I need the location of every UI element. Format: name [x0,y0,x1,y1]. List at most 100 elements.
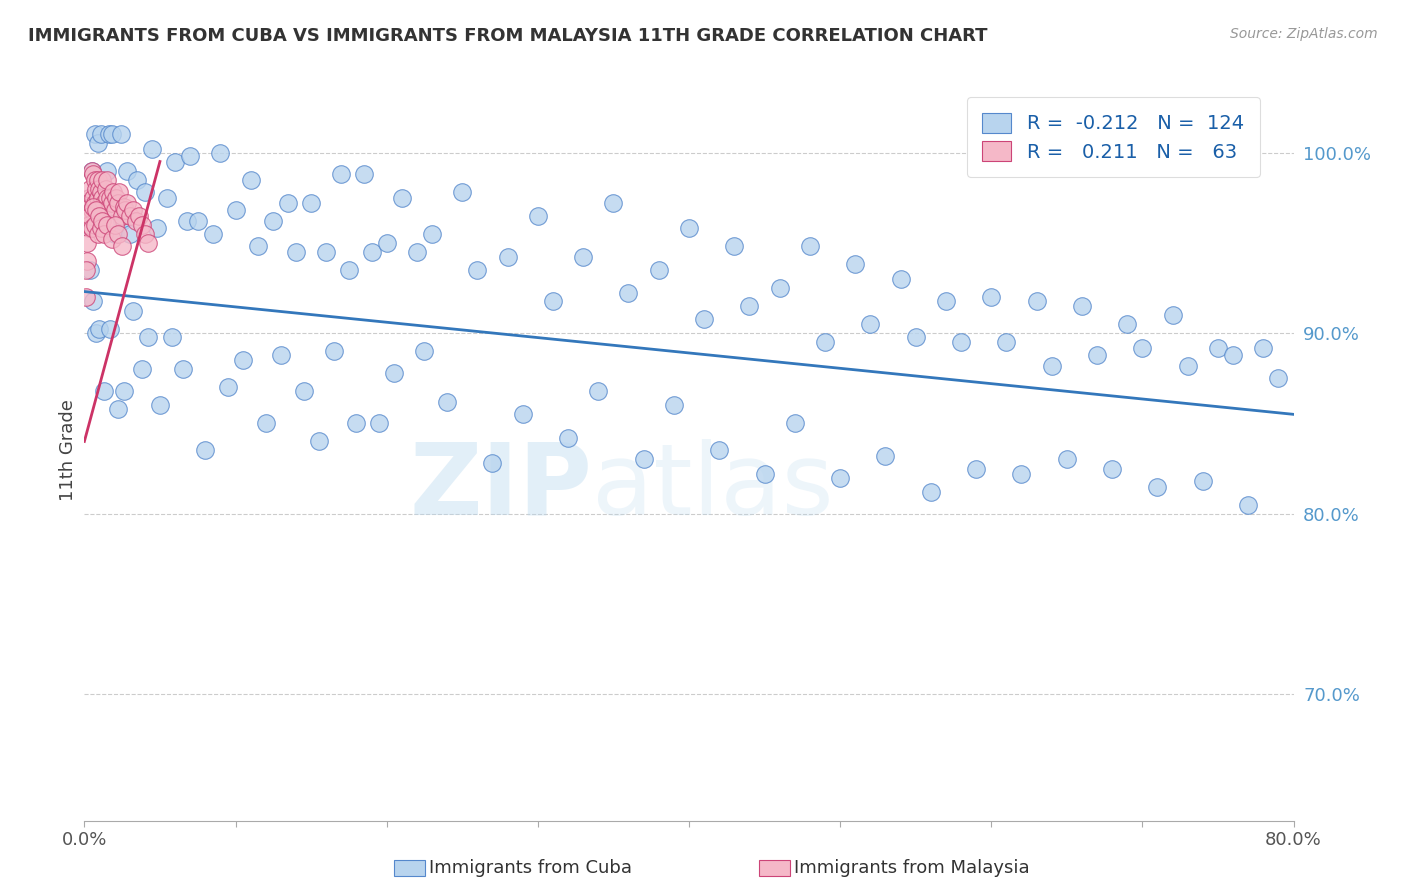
Point [859,317,882,331]
Point [94,181,117,195]
Point [136,329,159,343]
Point [1222,348,1244,362]
Point [104,203,127,218]
Point [1253,341,1275,355]
Point [118,227,141,241]
Point [322,344,344,359]
Point [481,456,503,470]
Point [337,263,360,277]
Point [86,181,108,195]
Point [769,281,792,295]
Point [1025,293,1047,308]
Point [176,214,198,228]
Point [77,221,100,235]
Point [82,200,104,214]
Point [86,203,108,218]
Point [496,250,519,264]
Point [128,209,150,223]
Point [648,263,671,277]
Point [783,417,806,431]
Point [134,186,156,200]
Point [1056,452,1078,467]
Point [96,163,118,178]
Point [738,299,761,313]
Point [127,172,149,186]
Point [262,214,284,228]
Point [239,172,262,186]
Point [112,200,135,214]
Point [90,221,112,235]
Point [77,218,100,232]
Point [965,461,987,475]
Point [346,417,368,431]
Point [1071,299,1094,313]
Point [76,235,98,250]
Point [375,235,398,250]
Point [995,335,1018,350]
Point [75,263,97,277]
Point [678,221,700,235]
Point [93,196,115,211]
Point [588,384,610,398]
Point [96,191,118,205]
Point [105,191,128,205]
Point [101,186,124,200]
Point [80,203,103,218]
Point [602,196,624,211]
Point [950,335,973,350]
Text: Immigrants from Malaysia: Immigrants from Malaysia [794,859,1031,877]
Point [179,149,201,163]
Point [96,218,118,232]
Point [118,209,141,223]
Point [108,186,131,200]
Point [93,384,115,398]
Point [79,263,101,277]
Point [91,207,114,221]
Point [368,417,391,431]
Point [121,203,143,218]
Point [209,145,232,160]
Point [77,191,100,205]
Point [617,286,640,301]
Point [136,235,159,250]
Point [557,431,579,445]
Point [194,443,217,458]
Point [77,191,100,205]
Point [91,191,114,205]
Point [165,154,187,169]
Point [254,417,277,431]
Point [527,209,550,223]
Point [225,203,247,218]
Point [82,167,104,181]
Point [935,293,957,308]
Point [90,186,112,200]
Point [799,239,821,253]
Point [1206,341,1229,355]
Point [187,214,209,228]
Point [1040,359,1063,373]
Point [111,239,134,253]
Point [149,398,172,412]
Point [91,172,114,186]
Point [98,322,121,336]
Point [754,467,776,481]
Point [299,196,322,211]
Point [156,191,179,205]
Point [89,200,111,214]
Point [413,344,436,359]
Point [1101,461,1123,475]
Point [172,362,194,376]
Point [315,244,337,259]
Point [87,172,110,186]
Point [79,209,101,223]
Point [82,191,104,205]
Point [1192,474,1215,488]
Point [115,163,138,178]
Point [76,209,98,223]
Point [75,290,97,304]
Point [709,443,731,458]
Point [420,227,443,241]
Point [111,214,134,228]
Point [814,335,837,350]
Point [79,200,101,214]
